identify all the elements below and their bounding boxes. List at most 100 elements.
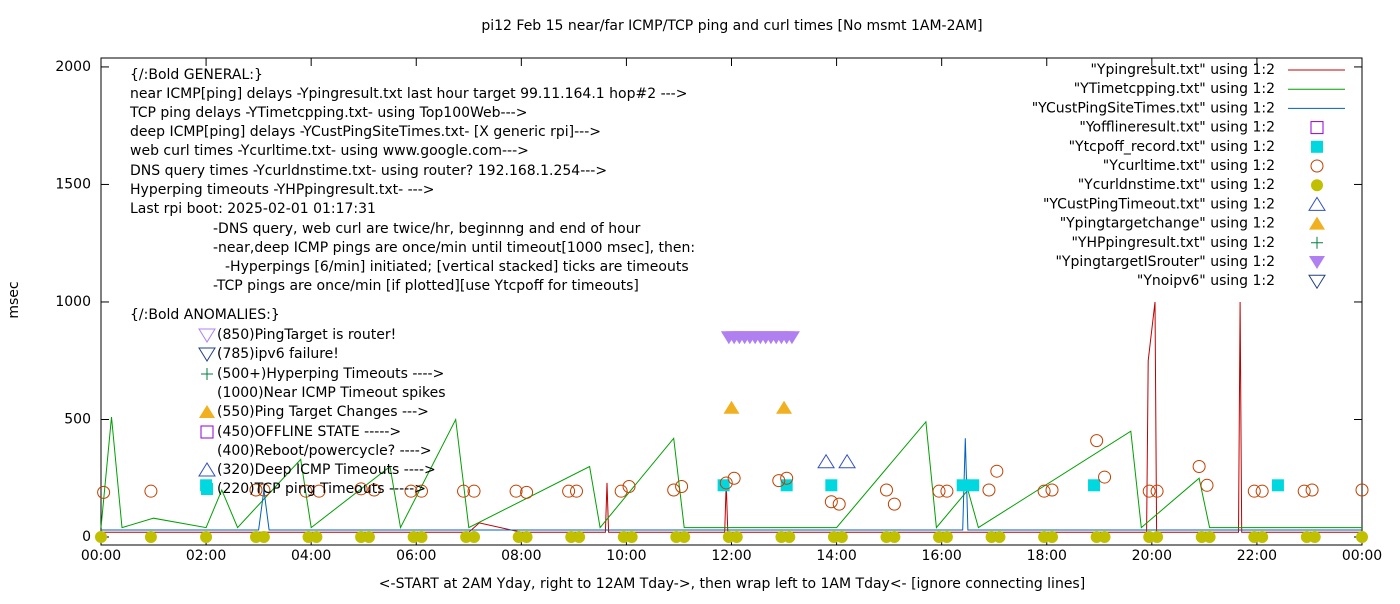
- x-tick-label: 20:00: [1132, 548, 1172, 564]
- marker: [835, 531, 848, 544]
- annotation: (500+)Hyperping Timeouts ---->: [217, 366, 444, 382]
- legend-swatch: [1311, 140, 1323, 153]
- x-tick-label: 14:00: [816, 548, 856, 564]
- y-tick-label: 500: [64, 411, 91, 427]
- annotation: Last rpi boot: 2025-02-01 01:17:31: [130, 201, 376, 217]
- legend-swatch: [1310, 121, 1324, 135]
- marker: [783, 531, 796, 544]
- x-tick-label: 04:00: [291, 548, 331, 564]
- marker: [1045, 483, 1059, 497]
- legend-swatch: [1311, 179, 1323, 192]
- annotation: (785)ipv6 failure!: [217, 346, 339, 362]
- marker: [199, 405, 215, 418]
- x-tick-label: 10:00: [606, 548, 646, 564]
- marker: [832, 497, 846, 511]
- x-tick-label: 16:00: [921, 548, 961, 564]
- marker: [1203, 531, 1216, 544]
- marker: [198, 347, 216, 362]
- marker: [780, 479, 793, 492]
- marker: [144, 484, 158, 498]
- marker: [404, 484, 418, 498]
- marker: [783, 331, 800, 345]
- legend-label: "Ycurldnstime.txt" using 1:2: [1078, 177, 1275, 193]
- legend-label: "YHPpingresult.txt" using 1:2: [1071, 235, 1275, 251]
- marker: [1255, 484, 1269, 498]
- annotation: (220)TCP ping Timeouts ----->: [217, 481, 426, 497]
- marker: [888, 531, 901, 544]
- marker: [772, 474, 786, 488]
- marker: [1088, 479, 1101, 492]
- annotation: deep ICMP[ping] delays -YCustPingSiteTim…: [130, 124, 601, 140]
- marker: [625, 531, 638, 544]
- marker: [468, 531, 481, 544]
- marker: [1090, 434, 1104, 448]
- marker: [879, 483, 893, 497]
- x-tick-label: 00:00: [81, 548, 121, 564]
- marker: [1192, 459, 1206, 473]
- marker: [362, 531, 375, 544]
- marker: [887, 497, 901, 511]
- marker: [415, 531, 428, 544]
- marker: [1247, 484, 1261, 498]
- annotation: {/:Bold ANOMALIES:}: [130, 307, 280, 323]
- marker: [1098, 470, 1112, 484]
- annotation: web curl times -Ycurltime.txt- using www…: [130, 143, 529, 159]
- marker: [367, 483, 381, 497]
- marker: [198, 462, 216, 477]
- marker: [780, 471, 794, 485]
- marker: [562, 484, 576, 498]
- marker: [1151, 531, 1164, 544]
- y-tick-label: 2000: [55, 59, 91, 75]
- marker: [95, 531, 107, 544]
- legend-label: "YpingtargetISrouter" using 1:2: [1055, 254, 1275, 270]
- legend-label: "YCustPingTimeout.txt" using 1:2: [1043, 196, 1275, 212]
- annotation: -TCP pings are once/min [if plotted][use…: [213, 278, 639, 294]
- marker: [940, 531, 953, 544]
- legend-label: "Ytcpoff_record.txt" using 1:2: [1069, 139, 1275, 155]
- marker: [838, 453, 856, 469]
- marker: [415, 484, 429, 498]
- marker: [776, 400, 793, 414]
- y-tick-label: 1000: [55, 294, 91, 310]
- marker: [310, 531, 323, 544]
- marker: [200, 531, 213, 544]
- x-tick-label: 08:00: [501, 548, 541, 564]
- legend-label: "Yofflineresult.txt" using 1:2: [1079, 120, 1275, 136]
- annotation: DNS query times -Ycurldnstime.txt- using…: [130, 163, 607, 179]
- annotation: -DNS query, web curl are twice/hr, begin…: [213, 221, 641, 237]
- marker: [1356, 531, 1368, 544]
- annotation: TCP ping delays -YTimetcpping.txt- using…: [129, 105, 527, 121]
- marker: [467, 484, 481, 498]
- legend-swatch: [1311, 236, 1323, 249]
- marker: [249, 483, 263, 497]
- series-line: [100, 417, 1362, 530]
- y-tick-label: 1500: [55, 176, 91, 192]
- legend-label: "Ypingresult.txt" using 1:2: [1090, 62, 1275, 78]
- legend-label: "Ycurltime.txt" using 1:2: [1103, 158, 1275, 174]
- marker: [967, 479, 980, 492]
- legend-label: "Ypingtargetchange" using 1:2: [1060, 216, 1275, 232]
- annotation: (1000)Near ICMP Timeout spikes: [217, 385, 446, 401]
- marker: [200, 425, 214, 439]
- marker: [1046, 531, 1059, 544]
- y-tick-label: 0: [82, 529, 91, 545]
- marker: [723, 400, 740, 414]
- marker: [817, 453, 835, 469]
- marker: [1305, 483, 1319, 497]
- annotation: (320)Deep ICMP Timeouts ---->: [217, 462, 436, 478]
- marker: [667, 483, 681, 497]
- marker: [1037, 484, 1051, 498]
- marker: [719, 476, 733, 490]
- chart-title: pi12 Feb 15 near/far ICMP/TCP ping and c…: [481, 18, 982, 34]
- marker: [520, 485, 534, 499]
- marker: [573, 531, 586, 544]
- marker: [509, 484, 523, 498]
- legend-label: "YCustPingSiteTimes.txt" using 1:2: [1032, 100, 1275, 116]
- marker: [824, 495, 838, 509]
- legend-swatch: [1308, 196, 1326, 211]
- marker: [982, 483, 996, 497]
- marker: [299, 484, 313, 498]
- legend-label: "Ynoipv6" using 1:2: [1137, 273, 1275, 289]
- marker: [678, 531, 691, 544]
